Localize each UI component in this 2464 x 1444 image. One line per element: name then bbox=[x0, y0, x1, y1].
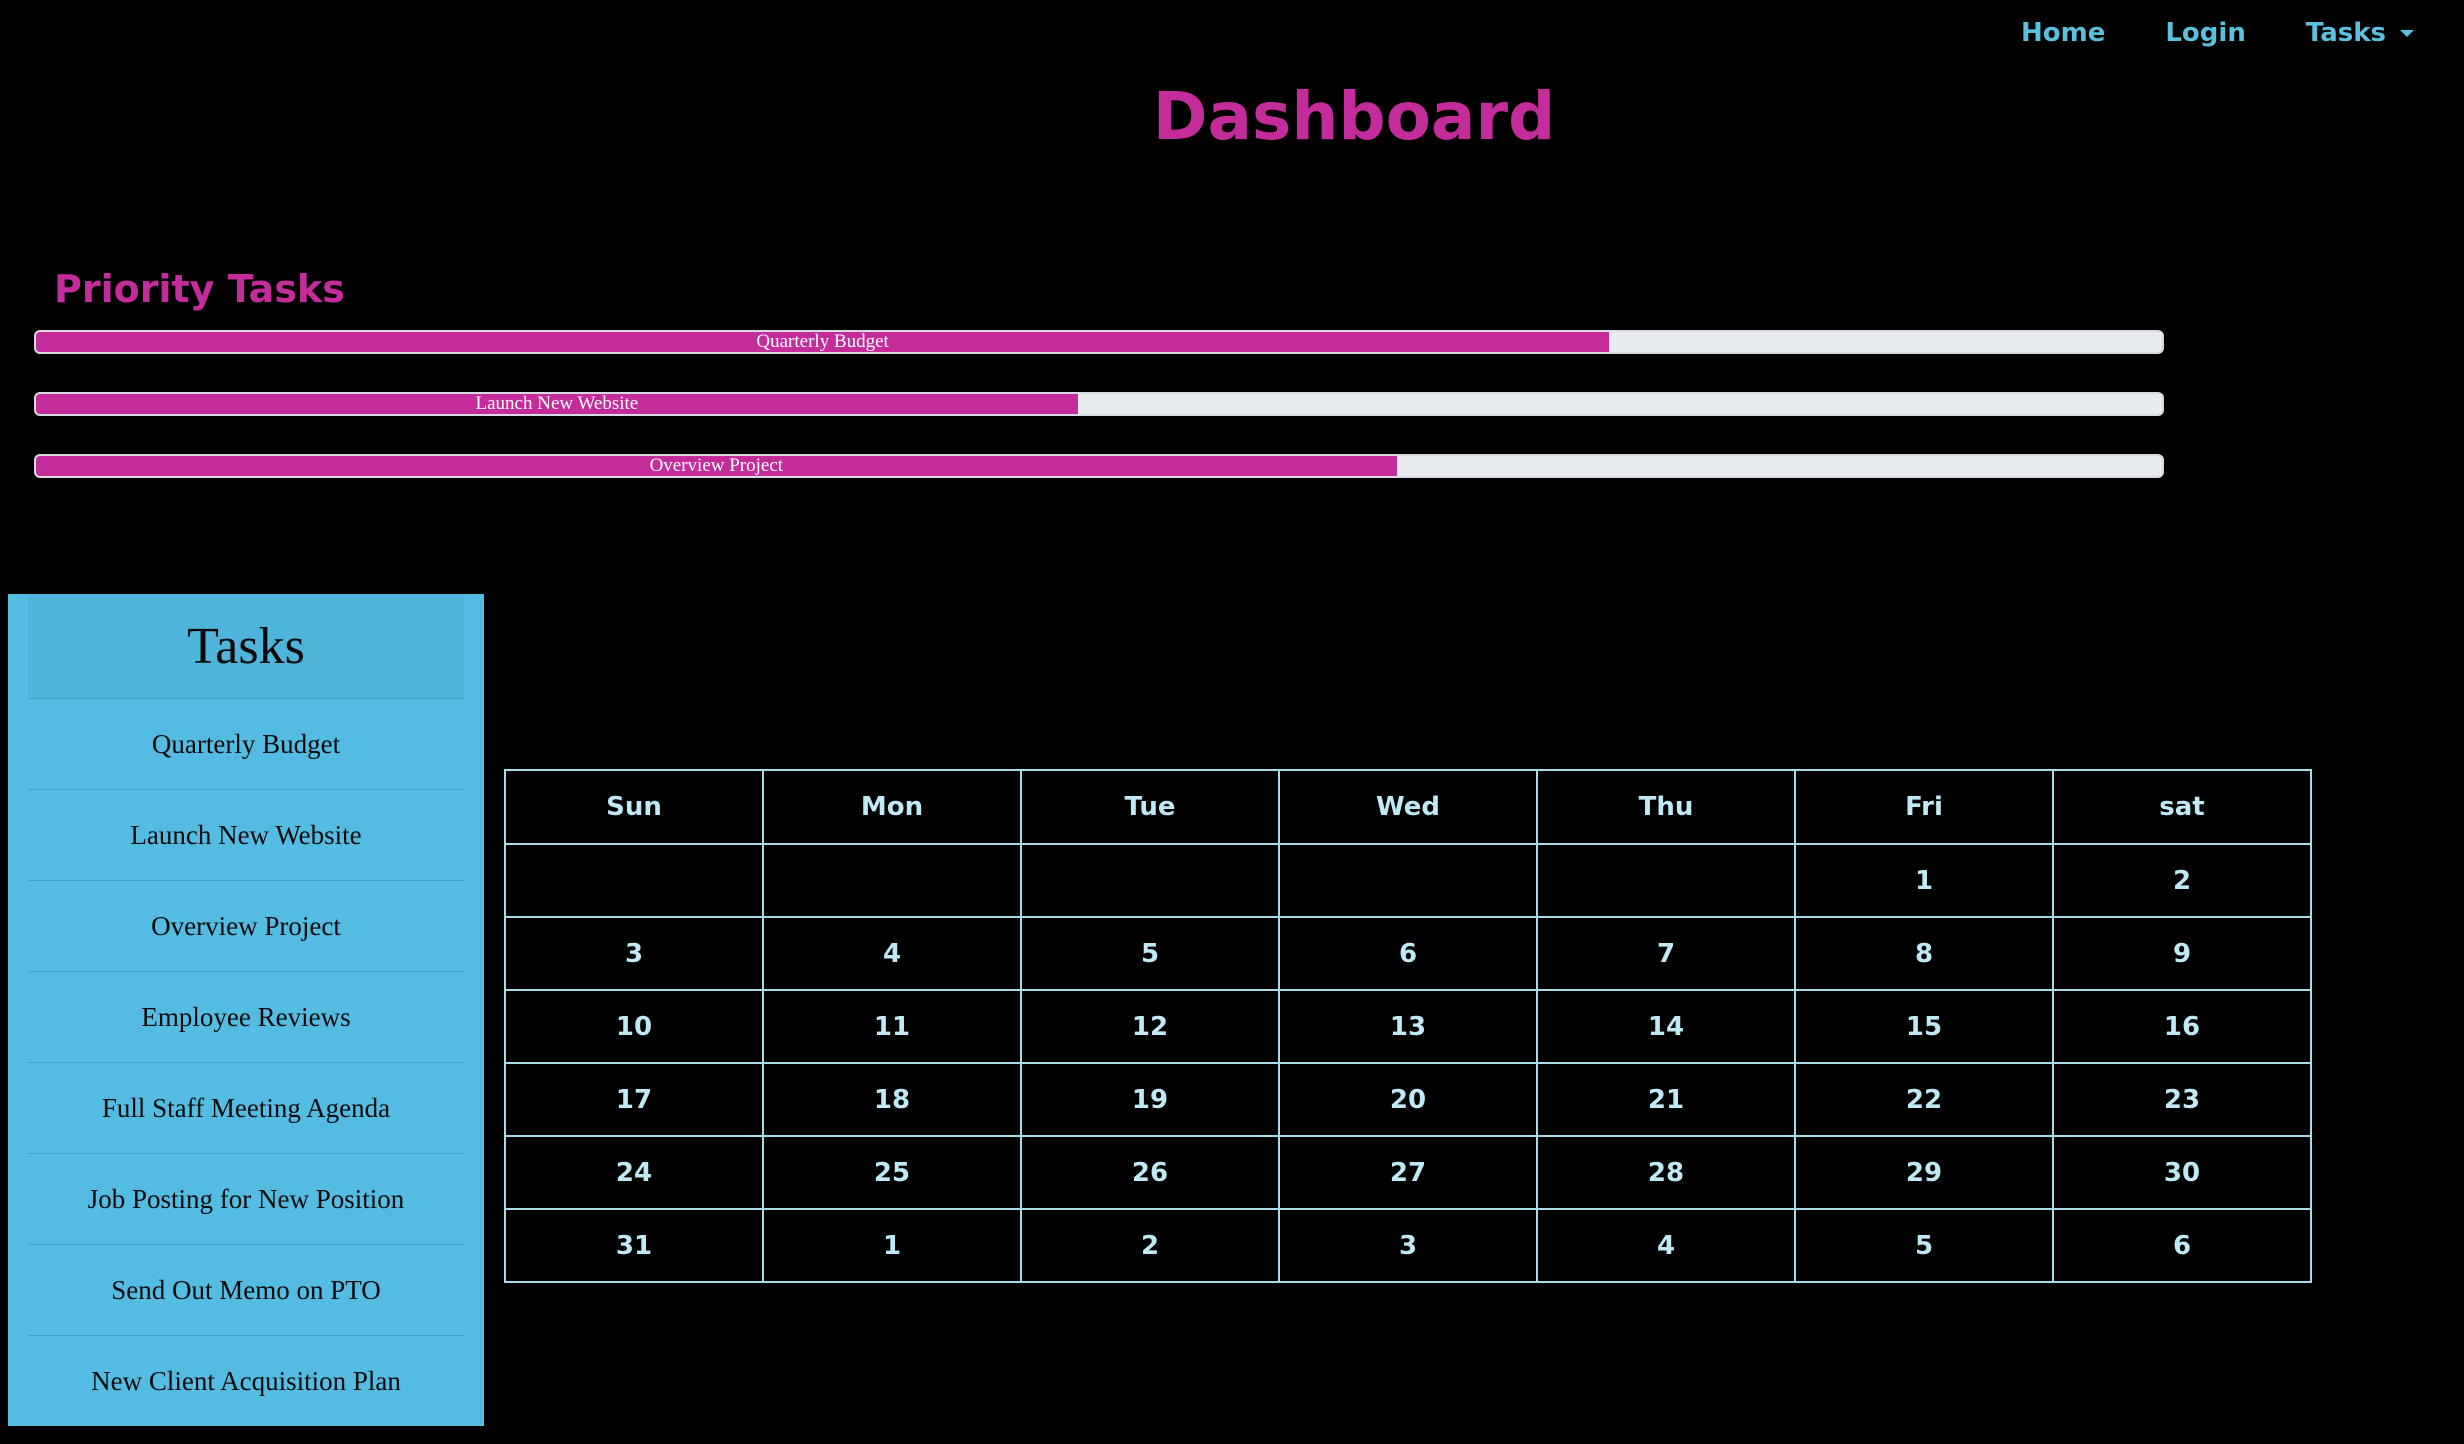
calendar-day-cell[interactable]: 27 bbox=[1278, 1135, 1538, 1210]
calendar-day-cell[interactable]: 3 bbox=[1278, 1208, 1538, 1283]
calendar-day-cell[interactable]: 16 bbox=[2052, 989, 2312, 1064]
calendar-day-cell[interactable]: 25 bbox=[762, 1135, 1022, 1210]
calendar-day-cell[interactable]: 9 bbox=[2052, 916, 2312, 991]
weekday-header: Mon bbox=[762, 769, 1022, 845]
calendar-day-cell[interactable]: 6 bbox=[1278, 916, 1538, 991]
calendar-day-cell[interactable]: 26 bbox=[1020, 1135, 1280, 1210]
tasks-sidebar: Tasks Quarterly Budget Launch New Websit… bbox=[8, 594, 484, 1426]
calendar-day-cell[interactable]: 1 bbox=[762, 1208, 1022, 1283]
calendar-day-cell[interactable]: 23 bbox=[2052, 1062, 2312, 1137]
sidebar-heading: Tasks bbox=[28, 594, 464, 699]
calendar-day-cell[interactable]: 11 bbox=[762, 989, 1022, 1064]
weekday-header: sat bbox=[2052, 769, 2312, 845]
calendar-day-cell[interactable]: 6 bbox=[2052, 1208, 2312, 1283]
nav-login-label: Login bbox=[2165, 18, 2246, 48]
priority-tasks-heading: Priority Tasks bbox=[54, 267, 345, 311]
calendar-day-cell[interactable]: 15 bbox=[1794, 989, 2054, 1064]
calendar-week-row: 24 25 26 27 28 29 30 bbox=[504, 1135, 2312, 1210]
priority-task-progress: Launch New Website bbox=[34, 392, 2164, 416]
weekday-header: Wed bbox=[1278, 769, 1538, 845]
nav-tasks-dropdown[interactable]: Tasks bbox=[2306, 18, 2414, 48]
sidebar-item-launch-new-website[interactable]: Launch New Website bbox=[28, 790, 464, 881]
page-title: Dashboard bbox=[1152, 78, 1556, 155]
sidebar-item-quarterly-budget[interactable]: Quarterly Budget bbox=[28, 699, 464, 790]
weekday-header: Tue bbox=[1020, 769, 1280, 845]
sidebar-item-employee-reviews[interactable]: Employee Reviews bbox=[28, 972, 464, 1063]
priority-task-progress: Quarterly Budget bbox=[34, 330, 2164, 354]
calendar-day-cell[interactable]: 10 bbox=[504, 989, 764, 1064]
weekday-header: Fri bbox=[1794, 769, 2054, 845]
calendar-day-cell[interactable]: 28 bbox=[1536, 1135, 1796, 1210]
calendar-day-cell[interactable]: 19 bbox=[1020, 1062, 1280, 1137]
calendar-day-cell[interactable]: 31 bbox=[504, 1208, 764, 1283]
calendar-day-cell[interactable]: 24 bbox=[504, 1135, 764, 1210]
top-nav: Home Login Tasks bbox=[2021, 18, 2414, 48]
calendar-day-cell[interactable] bbox=[504, 843, 764, 918]
nav-login-link[interactable]: Login bbox=[2165, 18, 2245, 48]
calendar-day-cell[interactable]: 13 bbox=[1278, 989, 1538, 1064]
calendar-day-cell[interactable]: 20 bbox=[1278, 1062, 1538, 1137]
calendar-week-row: 31 1 2 3 4 5 6 bbox=[504, 1208, 2312, 1283]
calendar-table: Sun Mon Tue Wed Thu Fri sat 1 2 3 4 5 6 … bbox=[504, 769, 2312, 1283]
calendar-week-row: 17 18 19 20 21 22 23 bbox=[504, 1062, 2312, 1137]
priority-task-progress: Overview Project bbox=[34, 454, 2164, 478]
calendar-day-cell[interactable] bbox=[1536, 843, 1796, 918]
calendar-day-cell[interactable] bbox=[762, 843, 1022, 918]
caret-down-icon bbox=[2400, 29, 2414, 37]
calendar-day-cell[interactable]: 4 bbox=[762, 916, 1022, 991]
calendar-day-cell[interactable]: 3 bbox=[504, 916, 764, 991]
calendar-day-cell[interactable]: 30 bbox=[2052, 1135, 2312, 1210]
calendar-day-cell[interactable]: 5 bbox=[1020, 916, 1280, 991]
weekday-header: Sun bbox=[504, 769, 764, 845]
calendar-day-cell[interactable]: 22 bbox=[1794, 1062, 2054, 1137]
sidebar-item-client-acquisition[interactable]: New Client Acquisition Plan bbox=[91, 1365, 401, 1396]
calendar-day-cell[interactable] bbox=[1278, 843, 1538, 918]
weekday-header: Thu bbox=[1536, 769, 1796, 845]
calendar-day-cell[interactable]: 5 bbox=[1794, 1208, 2054, 1283]
nav-home-link[interactable]: Home bbox=[2021, 18, 2106, 48]
calendar-day-cell[interactable] bbox=[1020, 843, 1280, 918]
priority-task-list: Quarterly Budget Launch New Website Over… bbox=[34, 330, 2164, 516]
progress-bar-fill: Quarterly Budget bbox=[36, 332, 1610, 352]
calendar-day-cell[interactable]: 17 bbox=[504, 1062, 764, 1137]
sidebar-item-memo-pto[interactable]: Send Out Memo on PTO bbox=[28, 1245, 464, 1336]
calendar-week-row: 3 4 5 6 7 8 9 bbox=[504, 916, 2312, 991]
progress-bar-fill: Launch New Website bbox=[36, 394, 1078, 414]
sidebar-item-overview-project[interactable]: Overview Project bbox=[28, 881, 464, 972]
nav-tasks-label: Tasks bbox=[2305, 18, 2386, 48]
progress-bar-fill: Overview Project bbox=[36, 456, 1397, 476]
calendar-day-cell[interactable]: 29 bbox=[1794, 1135, 2054, 1210]
calendar-day-cell[interactable]: 1 bbox=[1794, 843, 2054, 918]
calendar-day-cell[interactable]: 8 bbox=[1794, 916, 2054, 991]
calendar-day-cell[interactable]: 7 bbox=[1536, 916, 1796, 991]
calendar-day-cell[interactable]: 21 bbox=[1536, 1062, 1796, 1137]
calendar-day-cell[interactable]: 2 bbox=[1020, 1208, 1280, 1283]
calendar-day-cell[interactable]: 18 bbox=[762, 1062, 1022, 1137]
calendar-day-cell[interactable]: 12 bbox=[1020, 989, 1280, 1064]
calendar-week-row: 10 11 12 13 14 15 16 bbox=[504, 989, 2312, 1064]
calendar-header-row: Sun Mon Tue Wed Thu Fri sat bbox=[504, 769, 2312, 845]
calendar-day-cell[interactable]: 14 bbox=[1536, 989, 1796, 1064]
calendar-day-cell[interactable]: 4 bbox=[1536, 1208, 1796, 1283]
sidebar-item-staff-meeting-agenda[interactable]: Full Staff Meeting Agenda bbox=[28, 1063, 464, 1154]
calendar-day-cell[interactable]: 2 bbox=[2052, 843, 2312, 918]
sidebar-item-job-posting[interactable]: Job Posting for New Position bbox=[28, 1154, 464, 1245]
calendar-week-row: 1 2 bbox=[504, 843, 2312, 918]
